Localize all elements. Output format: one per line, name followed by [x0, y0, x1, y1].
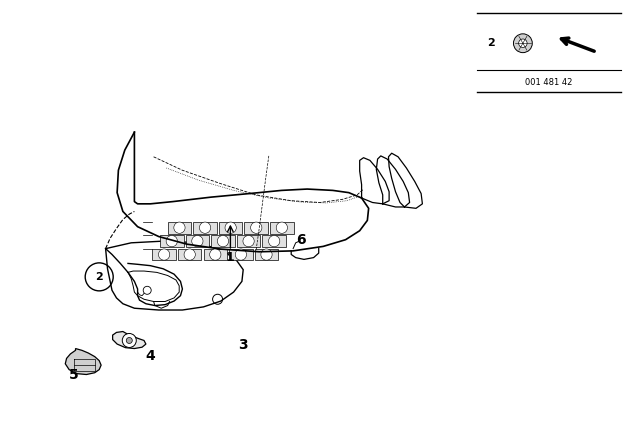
Polygon shape: [160, 235, 184, 247]
Text: 001 481 42: 001 481 42: [525, 78, 573, 87]
Circle shape: [513, 34, 532, 53]
Polygon shape: [262, 235, 286, 247]
Text: 4: 4: [145, 349, 156, 363]
Circle shape: [276, 222, 287, 233]
Polygon shape: [193, 222, 217, 233]
Circle shape: [243, 236, 254, 247]
Circle shape: [210, 249, 221, 260]
Polygon shape: [152, 249, 176, 260]
Circle shape: [159, 249, 170, 260]
Polygon shape: [106, 241, 243, 310]
Polygon shape: [168, 222, 191, 233]
Polygon shape: [211, 235, 235, 247]
Polygon shape: [65, 349, 101, 375]
Polygon shape: [229, 249, 253, 260]
Text: 2: 2: [95, 272, 103, 282]
Polygon shape: [178, 249, 202, 260]
Polygon shape: [244, 222, 268, 233]
Circle shape: [269, 236, 280, 247]
Circle shape: [200, 222, 211, 233]
Circle shape: [218, 236, 228, 247]
Polygon shape: [204, 249, 227, 260]
Polygon shape: [113, 332, 146, 349]
Circle shape: [122, 333, 136, 348]
Circle shape: [518, 39, 527, 47]
Polygon shape: [270, 222, 294, 233]
Circle shape: [225, 222, 236, 233]
Polygon shape: [219, 222, 243, 233]
Text: 5: 5: [68, 368, 79, 383]
Circle shape: [126, 337, 132, 344]
Circle shape: [236, 249, 246, 260]
Circle shape: [174, 222, 185, 233]
Circle shape: [192, 236, 203, 247]
Circle shape: [251, 222, 262, 233]
Text: 1: 1: [226, 251, 235, 264]
Text: 3: 3: [238, 338, 248, 352]
Polygon shape: [186, 235, 209, 247]
Text: 2: 2: [487, 38, 495, 48]
Circle shape: [166, 236, 177, 247]
Circle shape: [184, 249, 195, 260]
Circle shape: [261, 249, 272, 260]
Text: 6: 6: [296, 233, 306, 247]
Polygon shape: [255, 249, 278, 260]
Polygon shape: [237, 235, 260, 247]
